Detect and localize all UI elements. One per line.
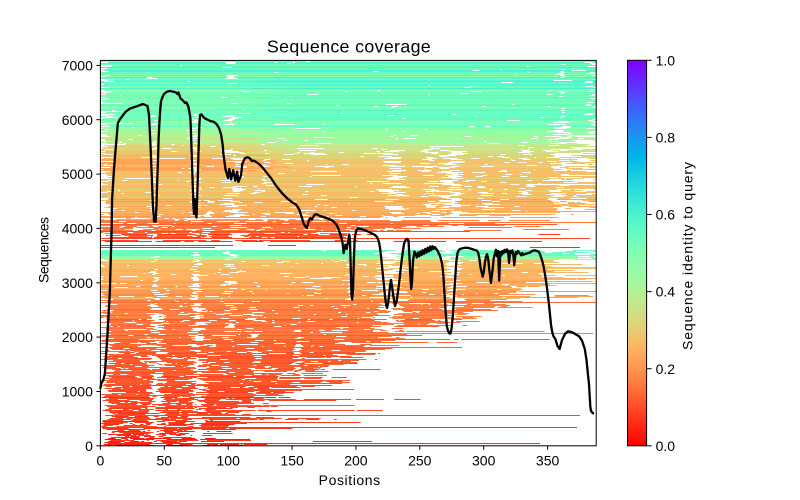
svg-text:0.4: 0.4 bbox=[656, 284, 676, 300]
svg-text:5000: 5000 bbox=[62, 166, 93, 182]
svg-text:4000: 4000 bbox=[62, 221, 93, 237]
svg-text:200: 200 bbox=[344, 453, 368, 469]
svg-text:0: 0 bbox=[97, 453, 105, 469]
svg-text:1.0: 1.0 bbox=[656, 52, 676, 68]
svg-text:0.6: 0.6 bbox=[656, 207, 676, 223]
svg-text:350: 350 bbox=[536, 453, 560, 469]
svg-text:0.0: 0.0 bbox=[656, 438, 676, 454]
svg-text:6000: 6000 bbox=[62, 112, 93, 128]
svg-text:50: 50 bbox=[157, 453, 173, 469]
svg-text:2000: 2000 bbox=[62, 329, 93, 345]
svg-text:3000: 3000 bbox=[62, 275, 93, 291]
svg-text:1000: 1000 bbox=[62, 384, 93, 400]
svg-text:0.2: 0.2 bbox=[656, 361, 676, 377]
svg-text:300: 300 bbox=[472, 453, 496, 469]
svg-text:100: 100 bbox=[217, 453, 241, 469]
svg-text:Sequences: Sequences bbox=[36, 217, 52, 283]
svg-text:7000: 7000 bbox=[62, 57, 93, 73]
svg-text:Sequence identity to query: Sequence identity to query bbox=[680, 162, 696, 350]
svg-text:250: 250 bbox=[408, 453, 432, 469]
svg-text:0.8: 0.8 bbox=[656, 129, 676, 145]
svg-text:Sequence coverage: Sequence coverage bbox=[267, 36, 431, 56]
svg-text:150: 150 bbox=[280, 453, 304, 469]
svg-text:0: 0 bbox=[85, 438, 93, 454]
svg-text:Positions: Positions bbox=[319, 472, 381, 488]
